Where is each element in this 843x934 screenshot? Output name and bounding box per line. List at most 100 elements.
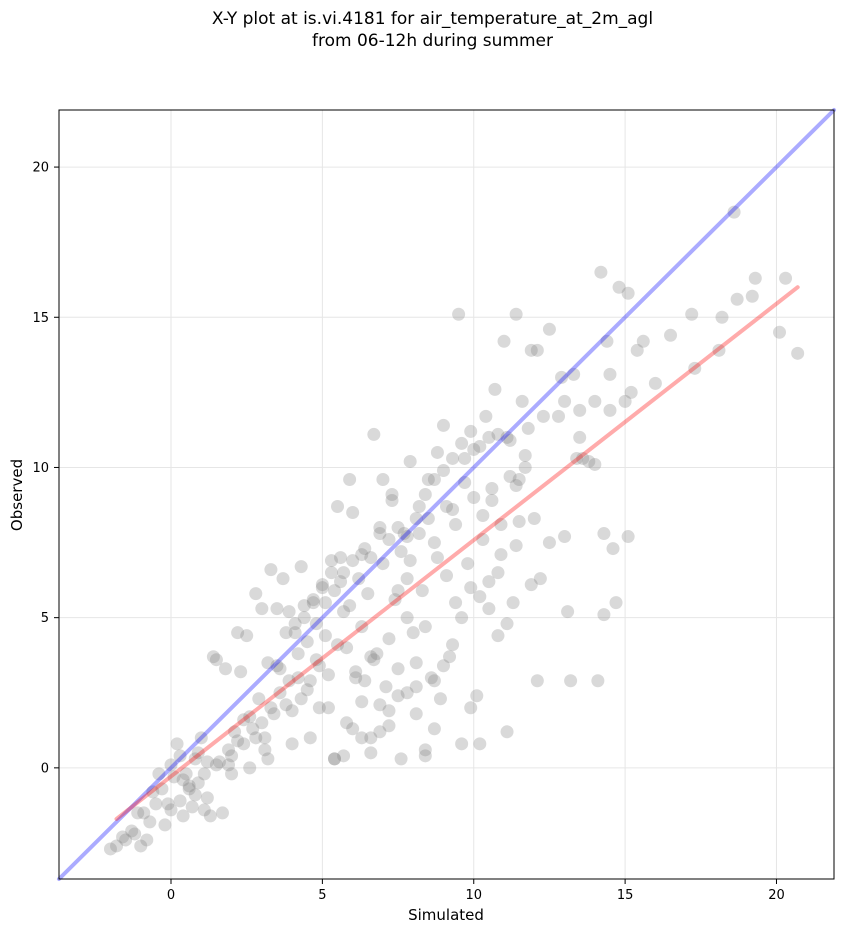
y-tick-label: 5: [41, 611, 49, 626]
data-point: [373, 725, 387, 739]
y-axis-label: Observed: [8, 459, 26, 531]
data-point: [494, 548, 508, 562]
x-tick-label: 20: [768, 888, 785, 903]
data-point: [291, 647, 305, 661]
data-point: [355, 695, 369, 709]
data-point: [409, 707, 423, 721]
data-point: [264, 563, 278, 577]
data-point: [482, 602, 496, 616]
data-point: [170, 737, 184, 751]
data-point: [373, 698, 387, 712]
data-point: [249, 587, 263, 601]
data-point: [134, 839, 148, 853]
data-point: [485, 494, 499, 508]
data-point: [231, 626, 245, 640]
data-point: [436, 659, 450, 673]
data-point: [403, 554, 417, 568]
data-point: [231, 734, 245, 748]
data-point: [446, 451, 460, 465]
data-point: [343, 599, 357, 613]
data-point: [255, 716, 269, 730]
data-point: [185, 800, 199, 814]
data-point: [473, 590, 487, 604]
data-point: [258, 731, 272, 745]
data-point: [506, 596, 520, 610]
data-point: [443, 650, 457, 664]
data-point: [427, 722, 441, 736]
x-tick-label: 10: [465, 888, 482, 903]
data-point: [385, 494, 399, 508]
x-axis-label: Simulated: [408, 906, 484, 924]
data-point: [542, 322, 556, 336]
data-point: [285, 704, 299, 718]
data-point: [564, 674, 578, 688]
data-point: [197, 803, 211, 817]
data-point: [355, 731, 369, 745]
data-point: [131, 806, 145, 820]
data-point: [600, 334, 614, 348]
data-point: [497, 334, 511, 348]
data-point: [518, 460, 532, 474]
data-point: [391, 689, 405, 703]
data-point: [155, 782, 169, 796]
data-point: [321, 668, 335, 682]
data-point: [636, 334, 650, 348]
data-point: [470, 689, 484, 703]
data-point: [436, 463, 450, 477]
data-point: [421, 512, 435, 526]
data-point: [116, 830, 130, 844]
data-point: [125, 824, 139, 838]
data-point: [530, 343, 544, 357]
data-point: [791, 346, 805, 360]
data-point: [343, 472, 357, 486]
data-point: [194, 731, 208, 745]
data-point: [219, 662, 233, 676]
data-point: [624, 385, 638, 399]
data-point: [594, 265, 608, 279]
data-point: [318, 596, 332, 610]
data-point: [119, 833, 133, 847]
data-point: [436, 418, 450, 432]
data-point: [373, 521, 387, 535]
data-point: [418, 488, 432, 501]
data-point: [182, 782, 196, 796]
data-point: [203, 809, 217, 823]
data-point: [200, 755, 214, 769]
data-point: [394, 545, 408, 559]
identity-line: [57, 108, 836, 881]
y-tick-label: 15: [32, 311, 49, 326]
data-point: [222, 758, 236, 772]
data-point: [261, 752, 275, 766]
data-point: [209, 758, 223, 772]
data-point: [542, 536, 556, 550]
data-point: [397, 527, 411, 541]
data-point: [467, 442, 481, 456]
data-point: [267, 707, 281, 721]
data-point: [279, 698, 293, 712]
data-point: [258, 743, 272, 757]
data-point: [324, 554, 338, 568]
data-point: [331, 638, 345, 652]
data-point: [712, 343, 726, 357]
data-point: [773, 325, 787, 339]
data-point: [491, 427, 505, 441]
data-point: [379, 680, 393, 694]
data-point: [237, 737, 251, 751]
data-point: [491, 566, 505, 580]
data-point: [449, 596, 463, 610]
data-point: [473, 439, 487, 453]
data-point: [346, 506, 360, 520]
data-point: [110, 839, 124, 853]
data-point: [521, 421, 535, 435]
data-point: [440, 500, 453, 514]
data-point: [179, 767, 193, 781]
data-point: [727, 205, 741, 219]
data-point: [197, 767, 211, 781]
data-point: [282, 605, 296, 619]
data-point: [494, 518, 508, 532]
data-point: [424, 671, 438, 685]
data-point: [421, 472, 435, 486]
data-point: [152, 767, 166, 781]
data-point: [552, 409, 566, 423]
data-point: [340, 716, 354, 730]
